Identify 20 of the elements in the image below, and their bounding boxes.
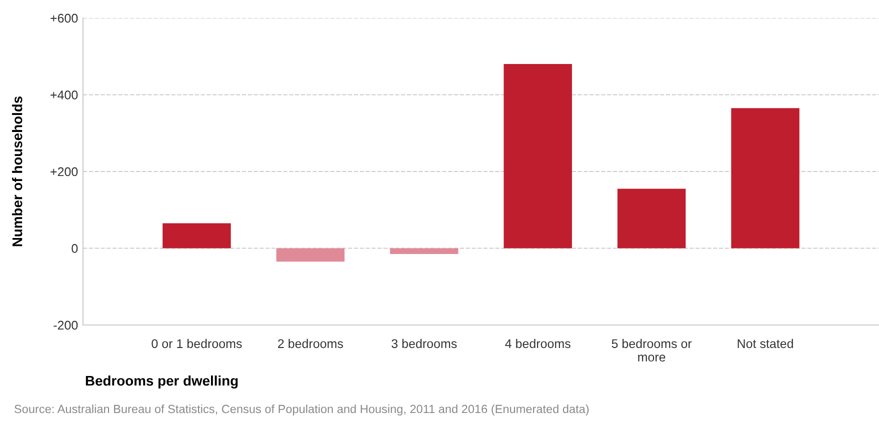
x-tick-label: 5 bedrooms or more (612, 338, 692, 362)
x-tick-label: 4 bedrooms (505, 338, 570, 348)
y-tick-label: -200 (54, 320, 78, 330)
y-tick-label: +600 (50, 14, 78, 23)
bar (731, 108, 800, 248)
bar (617, 188, 686, 248)
bar (276, 248, 345, 262)
x-tick-label: Not stated (738, 338, 793, 348)
x-axis-title: Bedrooms per dwelling (86, 375, 238, 389)
bar (390, 248, 458, 254)
source-note: Source: Australian Bureau of Statistics, Census of Population and Housing, 2011 and 2016 (Enumerated data) (14, 404, 589, 416)
y-axis-title: Number of households (12, 96, 22, 246)
y-tick-label: 0 (72, 244, 78, 253)
x-tick-label: 0 or 1 bedrooms (152, 338, 242, 348)
bar (504, 64, 572, 248)
bar (162, 223, 231, 248)
x-tick-label: 2 bedrooms (278, 338, 343, 348)
x-tick-label: 3 bedrooms (392, 338, 457, 348)
y-tick-label: +200 (50, 167, 78, 176)
y-tick-label: +400 (50, 90, 78, 100)
